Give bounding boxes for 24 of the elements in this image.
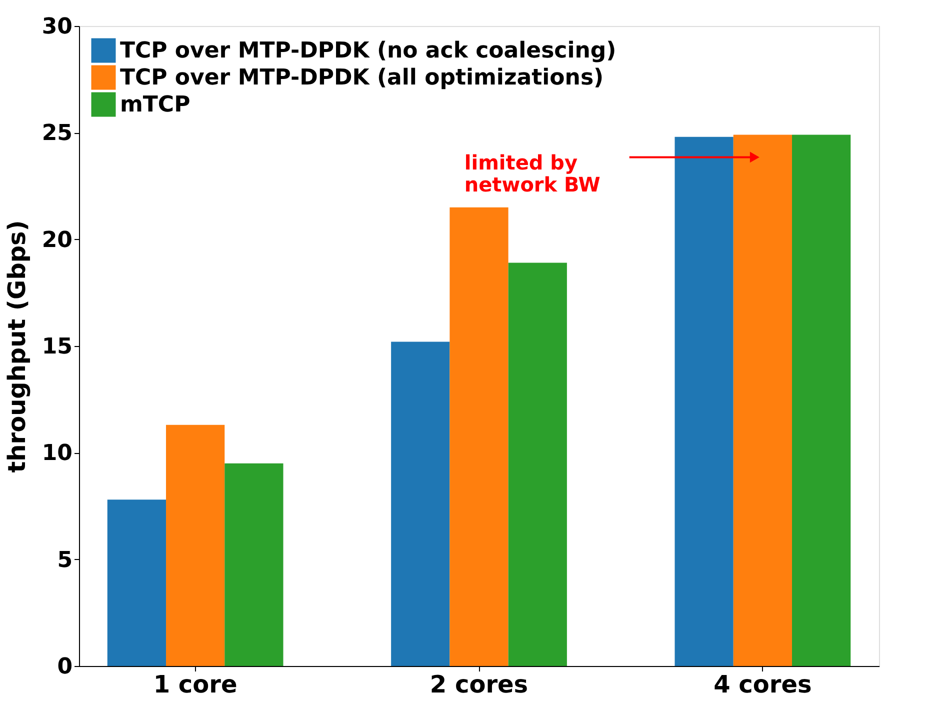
y-tick-label: 30 <box>42 14 72 40</box>
bar <box>391 342 450 666</box>
bar <box>450 207 508 666</box>
x-tick-label: 2 cores <box>430 670 528 698</box>
legend-label: TCP over MTP-DPDK (all optimizations) <box>120 66 604 90</box>
y-axis-title: throughput (Gbps) <box>2 220 31 473</box>
bar <box>166 424 225 666</box>
bar <box>508 262 567 666</box>
y-tick-label: 5 <box>57 548 72 573</box>
legend-label: TCP over MTP-DPDK (no ack coalescing) <box>120 38 616 64</box>
bar <box>792 134 851 666</box>
legend-label: mTCP <box>120 92 190 118</box>
x-tick-label: 4 cores <box>714 670 812 698</box>
y-tick-label: 25 <box>42 121 72 146</box>
y-tick-label: 15 <box>42 334 72 360</box>
bar <box>674 136 734 666</box>
y-tick-label: 20 <box>42 228 72 253</box>
bar <box>107 500 166 666</box>
y-tick-label: 0 <box>57 654 72 680</box>
bar <box>733 134 792 666</box>
y-tick-label: 10 <box>42 441 72 466</box>
annotation: limited by network BW <box>464 150 600 197</box>
bar <box>224 463 284 666</box>
x-tick-label: 1 core <box>153 670 238 698</box>
